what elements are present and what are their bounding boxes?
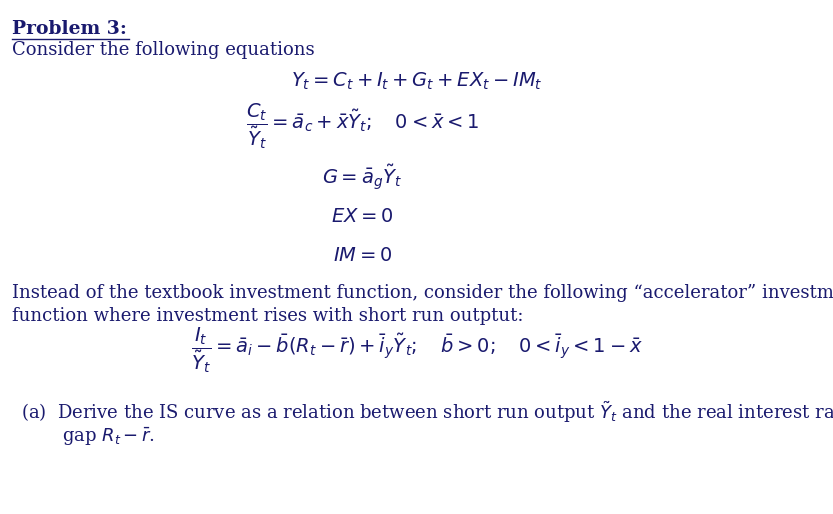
Text: Instead of the textbook investment function, consider the following “accelerator: Instead of the textbook investment funct…	[12, 284, 833, 302]
Text: Consider the following equations: Consider the following equations	[12, 41, 314, 59]
Text: $EX = 0$: $EX = 0$	[331, 208, 394, 226]
Text: $\dfrac{I_t}{\tilde{Y}_t} = \bar{a}_i - \bar{b}(R_t - \bar{r}) + \bar{i}_y\tilde: $\dfrac{I_t}{\tilde{Y}_t} = \bar{a}_i - …	[191, 326, 642, 375]
Text: (a)  Derive the IS curve as a relation between short run output $\tilde{Y}_t$ an: (a) Derive the IS curve as a relation be…	[21, 400, 833, 426]
Text: $\dfrac{C_t}{\tilde{Y}_t} = \bar{a}_c + \bar{x}\tilde{Y}_t;\quad 0 < \bar{x} < 1: $\dfrac{C_t}{\tilde{Y}_t} = \bar{a}_c + …	[246, 102, 479, 151]
Text: $Y_t = C_t + I_t + G_t + EX_t - IM_t$: $Y_t = C_t + I_t + G_t + EX_t - IM_t$	[291, 70, 542, 92]
Text: $G = \bar{a}_g\tilde{Y}_t$: $G = \bar{a}_g\tilde{Y}_t$	[322, 162, 402, 192]
Text: Problem 3:: Problem 3:	[12, 20, 127, 38]
Text: gap $R_t - \bar{r}$.: gap $R_t - \bar{r}$.	[62, 426, 156, 448]
Text: function where investment rises with short run outptut:: function where investment rises with sho…	[12, 307, 523, 325]
Text: $IM = 0$: $IM = 0$	[332, 247, 392, 265]
